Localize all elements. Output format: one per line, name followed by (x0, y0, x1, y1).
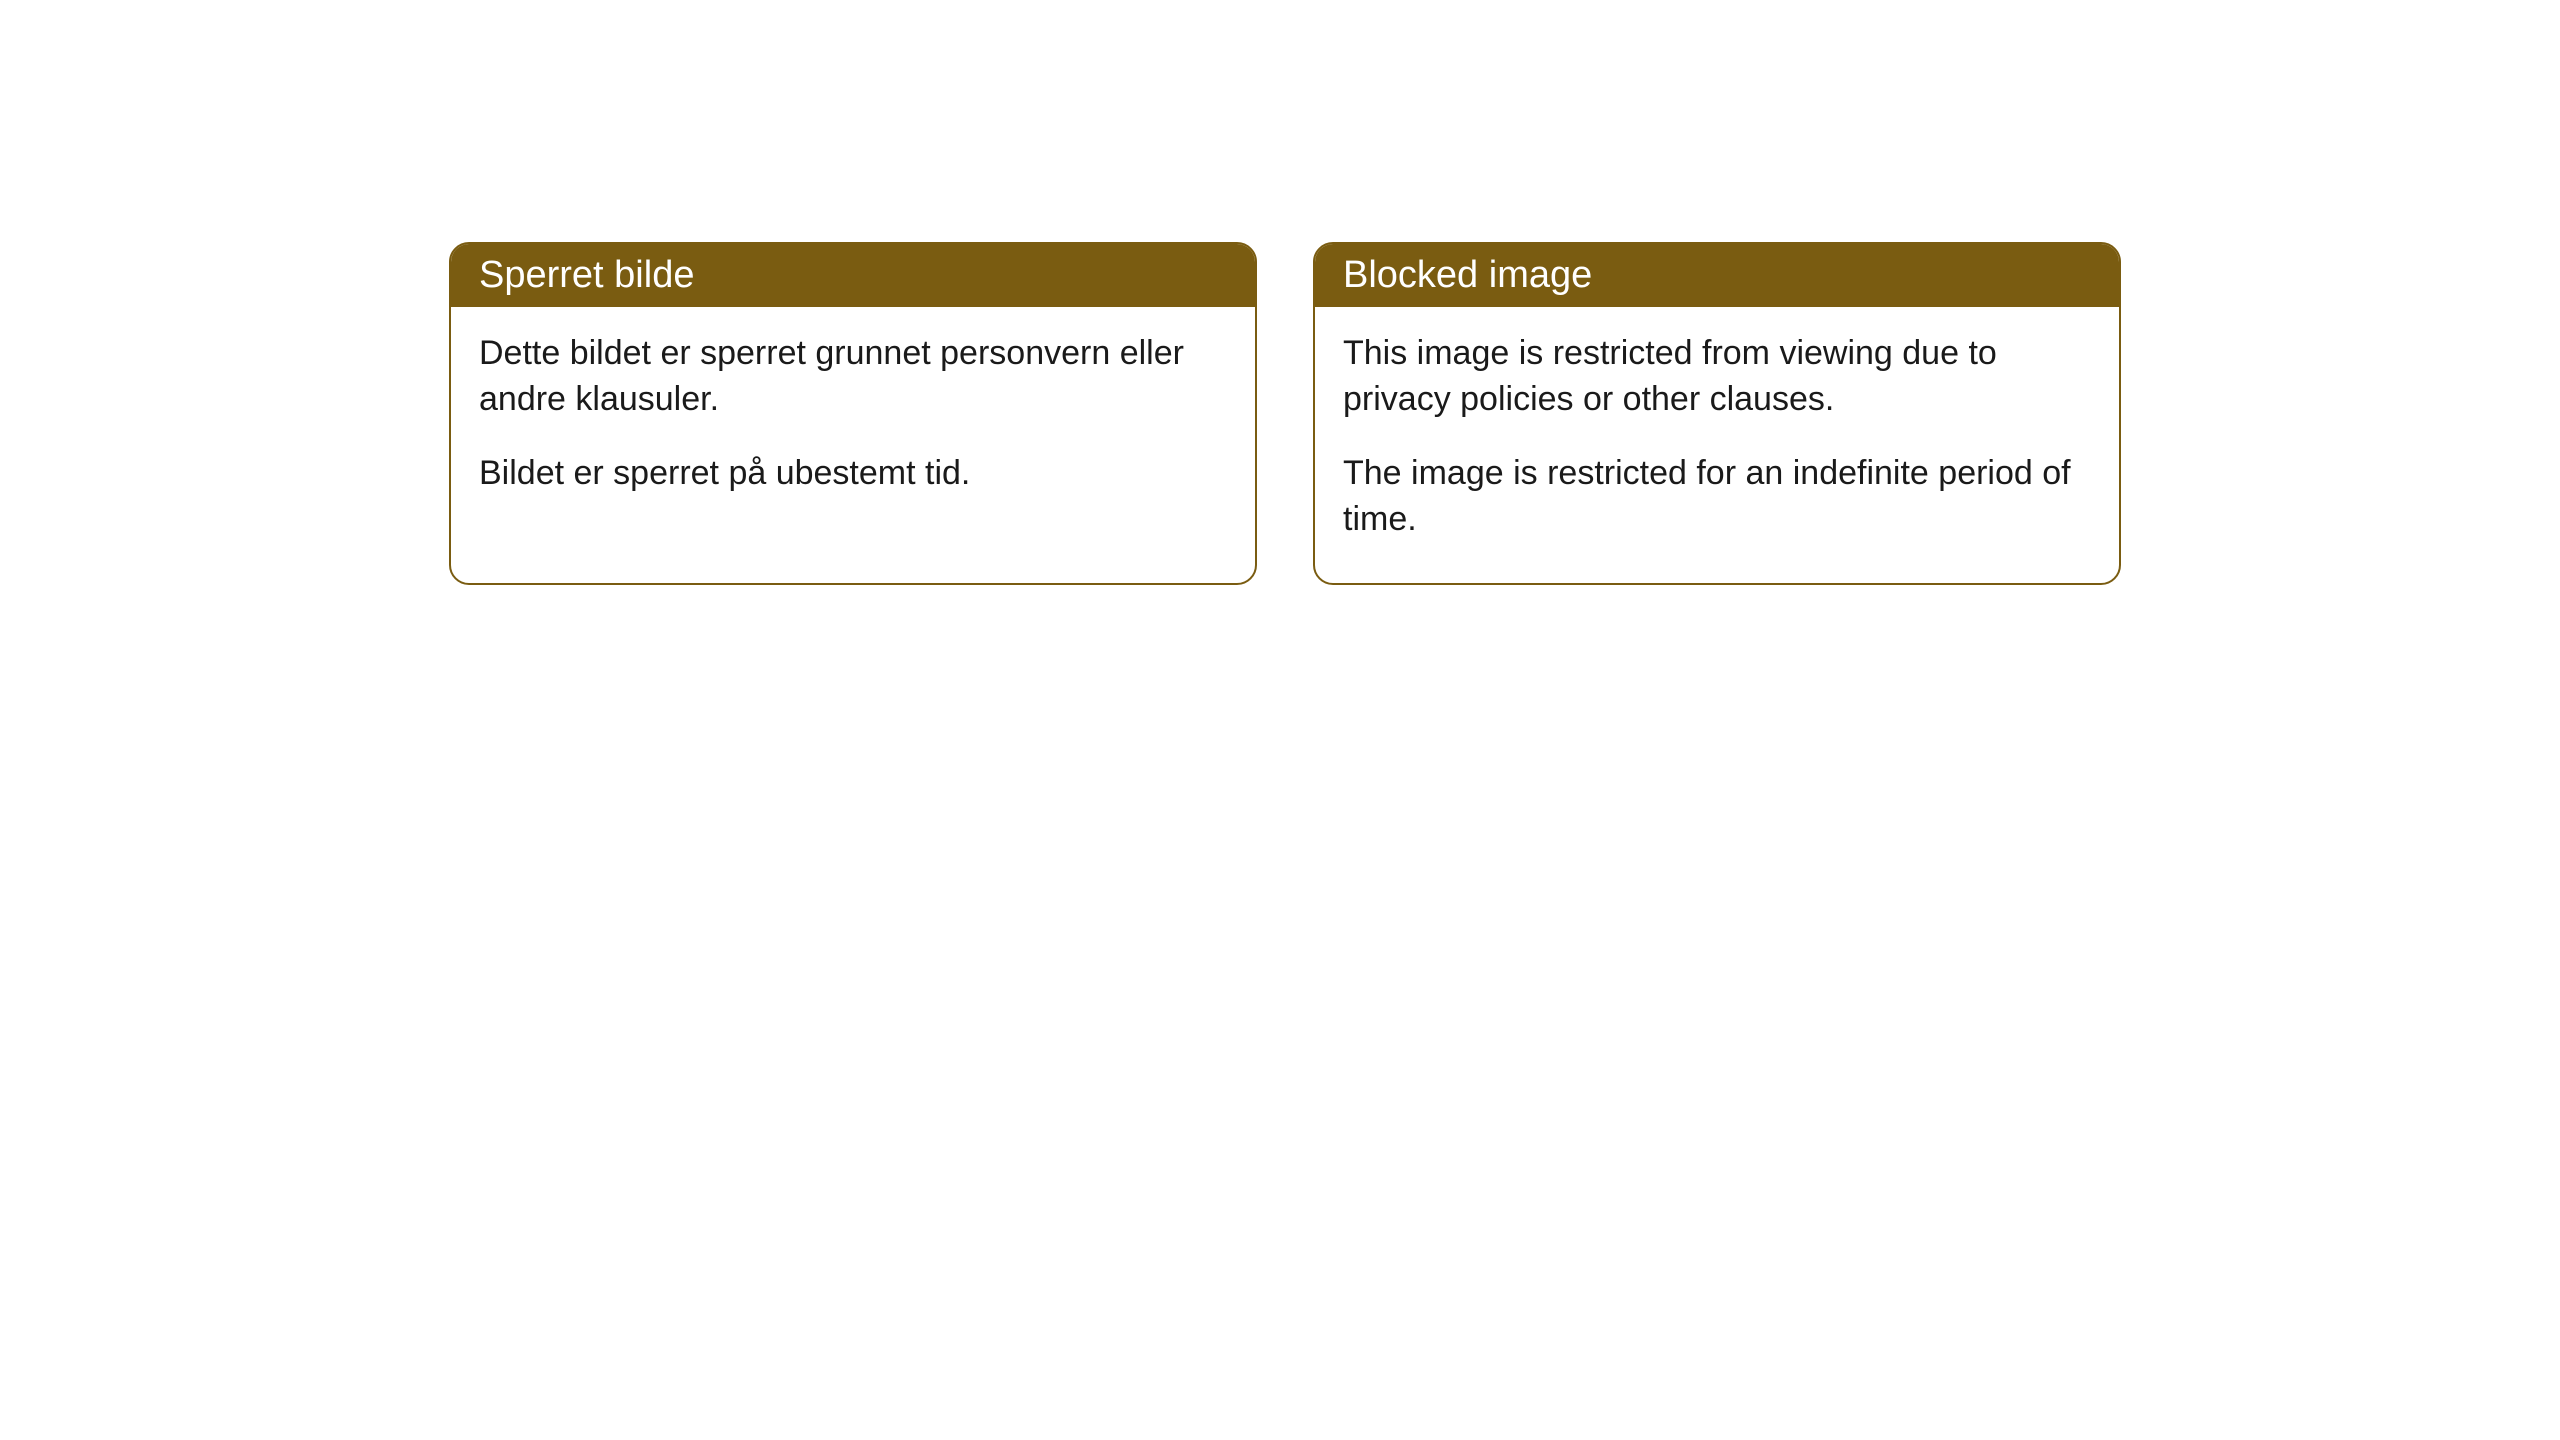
card-english: Blocked image This image is restricted f… (1313, 242, 2121, 585)
card-paragraph: The image is restricted for an indefinit… (1343, 451, 2091, 543)
card-body: This image is restricted from viewing du… (1315, 307, 2119, 583)
card-paragraph: Dette bildet er sperret grunnet personve… (479, 331, 1227, 423)
card-norwegian: Sperret bilde Dette bildet er sperret gr… (449, 242, 1257, 585)
card-header: Sperret bilde (451, 244, 1255, 307)
card-paragraph: This image is restricted from viewing du… (1343, 331, 2091, 423)
card-paragraph: Bildet er sperret på ubestemt tid. (479, 451, 1227, 497)
cards-container: Sperret bilde Dette bildet er sperret gr… (449, 242, 2121, 585)
card-body: Dette bildet er sperret grunnet personve… (451, 307, 1255, 537)
card-header: Blocked image (1315, 244, 2119, 307)
